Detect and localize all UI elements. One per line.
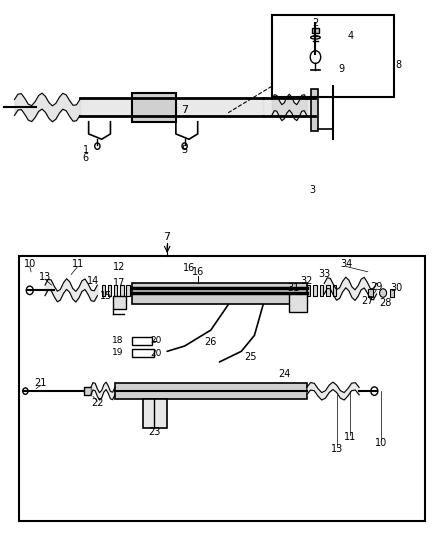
Text: 26: 26 xyxy=(204,337,216,347)
Text: 18: 18 xyxy=(112,336,123,345)
Bar xyxy=(113,296,125,309)
Text: 4: 4 xyxy=(346,31,353,41)
Bar xyxy=(132,349,154,357)
Text: 27: 27 xyxy=(361,296,373,306)
Text: 2: 2 xyxy=(311,18,318,28)
Text: 22: 22 xyxy=(91,398,103,408)
Text: 5: 5 xyxy=(181,145,187,155)
Bar xyxy=(313,285,316,296)
Text: 13: 13 xyxy=(39,272,51,282)
Bar xyxy=(332,285,336,296)
Bar xyxy=(84,387,91,395)
Text: 17: 17 xyxy=(113,278,125,288)
Bar xyxy=(132,284,306,304)
Bar xyxy=(132,285,135,296)
Text: 3: 3 xyxy=(309,184,315,195)
Bar xyxy=(367,289,372,297)
Text: 7: 7 xyxy=(180,105,188,115)
Text: 20: 20 xyxy=(150,336,162,345)
Bar xyxy=(319,285,322,296)
Text: 31: 31 xyxy=(287,282,299,293)
Bar xyxy=(114,285,117,296)
Text: 32: 32 xyxy=(300,276,312,286)
Bar xyxy=(132,93,176,122)
Text: 1: 1 xyxy=(82,145,88,155)
Text: 11: 11 xyxy=(71,259,84,269)
Text: 23: 23 xyxy=(148,427,160,437)
Text: 7: 7 xyxy=(163,232,170,243)
Text: 8: 8 xyxy=(394,60,400,70)
Text: 19: 19 xyxy=(112,348,123,357)
Text: 13: 13 xyxy=(330,445,343,455)
Bar xyxy=(102,285,105,296)
Text: 16: 16 xyxy=(182,263,194,272)
Bar xyxy=(115,383,306,399)
Text: 30: 30 xyxy=(389,282,401,293)
Text: 34: 34 xyxy=(339,259,351,269)
Text: 9: 9 xyxy=(338,64,344,74)
Text: 16: 16 xyxy=(191,267,203,277)
Bar xyxy=(311,89,317,131)
Text: 10: 10 xyxy=(374,438,386,448)
Text: 14: 14 xyxy=(87,276,99,286)
Bar xyxy=(289,293,306,312)
Text: 33: 33 xyxy=(318,270,329,279)
Bar xyxy=(120,285,123,296)
Text: 10: 10 xyxy=(24,259,36,269)
Text: 28: 28 xyxy=(378,297,391,308)
Text: 11: 11 xyxy=(343,432,356,442)
Text: 15: 15 xyxy=(100,290,112,301)
Bar xyxy=(306,285,310,296)
Text: 12: 12 xyxy=(113,262,125,271)
Bar xyxy=(108,285,111,296)
Text: 21: 21 xyxy=(34,378,47,388)
Bar xyxy=(143,399,167,428)
Bar xyxy=(19,256,424,521)
Bar xyxy=(389,289,393,297)
Text: 29: 29 xyxy=(370,281,382,292)
Bar xyxy=(132,337,152,345)
Circle shape xyxy=(379,289,386,297)
Text: 25: 25 xyxy=(243,352,256,361)
Text: 20: 20 xyxy=(150,350,162,359)
Bar xyxy=(311,28,318,33)
Bar xyxy=(325,285,329,296)
Text: 24: 24 xyxy=(278,369,290,378)
Bar xyxy=(126,285,129,296)
Text: 6: 6 xyxy=(82,153,88,163)
Bar xyxy=(271,14,393,97)
